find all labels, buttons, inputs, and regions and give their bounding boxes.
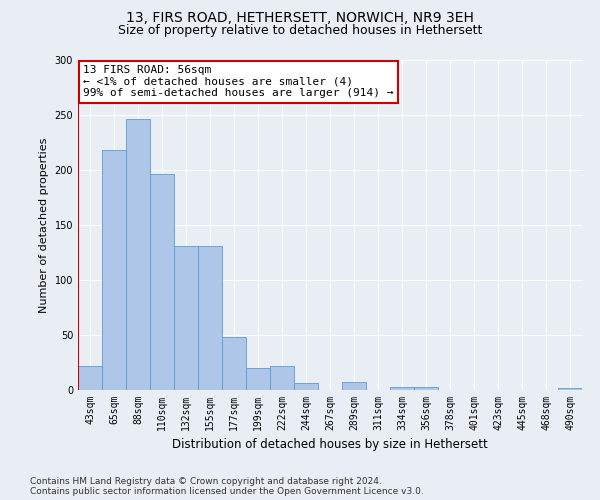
Text: Contains HM Land Registry data © Crown copyright and database right 2024.
Contai: Contains HM Land Registry data © Crown c… (30, 476, 424, 496)
Bar (174, 246, 198, 390)
Bar (150, 174, 174, 390)
Bar (198, 246, 222, 390)
Bar (126, 120, 150, 390)
Bar (270, 366, 294, 390)
Text: Size of property relative to detached houses in Hethersett: Size of property relative to detached ho… (118, 24, 482, 37)
Bar (294, 384, 318, 390)
Text: 13, FIRS ROAD, HETHERSETT, NORWICH, NR9 3EH: 13, FIRS ROAD, HETHERSETT, NORWICH, NR9 … (126, 12, 474, 26)
Bar (222, 337, 246, 390)
Bar (390, 386, 414, 390)
X-axis label: Distribution of detached houses by size in Hethersett: Distribution of detached houses by size … (172, 438, 488, 452)
Bar (414, 386, 438, 390)
Text: 13 FIRS ROAD: 56sqm
← <1% of detached houses are smaller (4)
99% of semi-detache: 13 FIRS ROAD: 56sqm ← <1% of detached ho… (83, 65, 394, 98)
Bar (78, 366, 102, 390)
Bar (102, 150, 126, 390)
Bar (246, 368, 270, 390)
Bar (342, 382, 366, 390)
Y-axis label: Number of detached properties: Number of detached properties (39, 138, 49, 312)
Bar (558, 388, 582, 390)
